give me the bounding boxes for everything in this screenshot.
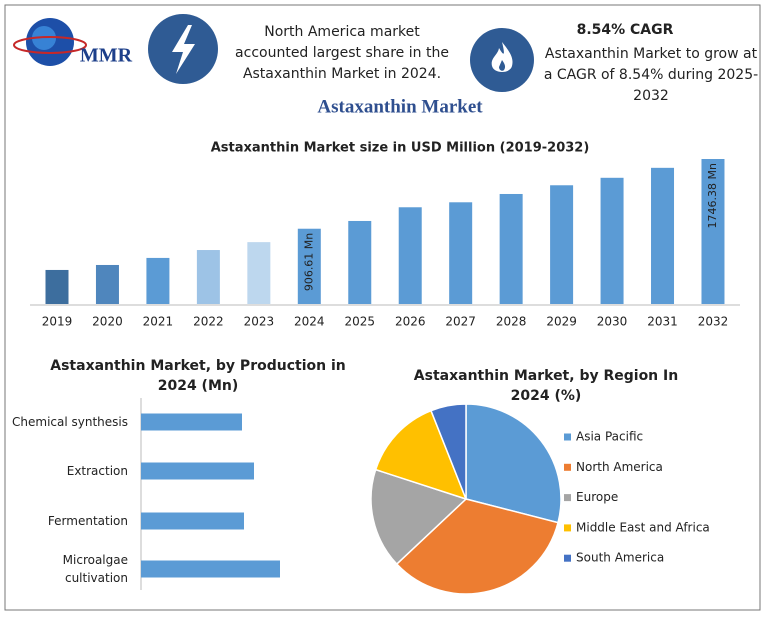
value-label: 906.61 Mn (302, 233, 315, 291)
pie-slice (370, 468, 468, 566)
y-tick-label: Chemical synthesis (12, 415, 128, 429)
pie-slice (395, 498, 559, 595)
pie-slice (430, 403, 467, 500)
x-tick-label: 2020 (92, 315, 123, 329)
chart-title: Astaxanthin Market, by Production in 202… (50, 358, 346, 394)
bar (45, 269, 69, 304)
bar (297, 228, 321, 304)
bar (600, 177, 624, 304)
x-tick-label: 2022 (193, 315, 224, 329)
bar (141, 413, 242, 431)
pie-slice (374, 409, 468, 501)
x-tick-label: 2029 (546, 315, 577, 329)
x-tick-label: 2023 (244, 315, 275, 329)
cagr-text: Astaxanthin Market to grow at a CAGR of … (543, 46, 759, 104)
bar (141, 512, 244, 530)
bar (141, 462, 254, 480)
legend-label: North America (576, 460, 663, 474)
bar (398, 207, 422, 304)
x-tick-label: 2025 (344, 315, 375, 329)
page-title: Astaxanthin Market (317, 96, 483, 117)
bar (247, 242, 271, 304)
bar (196, 250, 220, 304)
x-tick-label: 2031 (647, 315, 678, 329)
y-tick-label: Microalgae cultivation (62, 553, 128, 585)
legend-label: Europe (576, 490, 618, 504)
x-tick-label: 2032 (698, 315, 729, 329)
x-tick-label: 2024 (294, 315, 325, 329)
legend-label: Middle East and Africa (576, 520, 710, 534)
flame-icon (470, 28, 534, 92)
legend-swatch (564, 554, 571, 562)
x-tick-label: 2027 (445, 315, 476, 329)
legend-swatch (564, 433, 571, 441)
value-label: 1746.38 Mn (706, 163, 719, 228)
bar (651, 167, 675, 304)
x-tick-label: 2019 (42, 315, 73, 329)
frame (4, 4, 761, 611)
note: North America market accounted largest s… (235, 24, 449, 82)
legend-label: Asia Pacific (576, 430, 643, 444)
legend-swatch (564, 494, 571, 502)
x-tick-label: 2021 (143, 315, 174, 329)
bar (141, 560, 280, 578)
legend-swatch (564, 524, 571, 532)
pie-slice (465, 403, 562, 524)
bolt-icon (148, 14, 218, 84)
logo: MMR (13, 18, 133, 67)
chart-title: Astaxanthin Market size in USD Million (… (211, 141, 590, 156)
x-tick-label: 2030 (597, 315, 628, 329)
x-tick-label: 2028 (496, 315, 527, 329)
bar (348, 220, 372, 304)
x-tick-label: 2026 (395, 315, 426, 329)
bar (550, 185, 574, 304)
bar (449, 202, 473, 304)
cagr-title: 8.54% CAGR (576, 22, 674, 38)
logo-text: MMR (80, 45, 133, 67)
bar (95, 264, 119, 304)
chart-title: Astaxanthin Market, by Region In 2024 (%… (413, 368, 679, 404)
bar (701, 159, 725, 304)
legend-swatch (564, 463, 571, 471)
bar (146, 257, 170, 304)
legend-label: South America (576, 551, 664, 565)
bar (499, 193, 523, 304)
y-tick-label: Fermentation (47, 514, 128, 528)
y-tick-label: Extraction (66, 464, 128, 478)
